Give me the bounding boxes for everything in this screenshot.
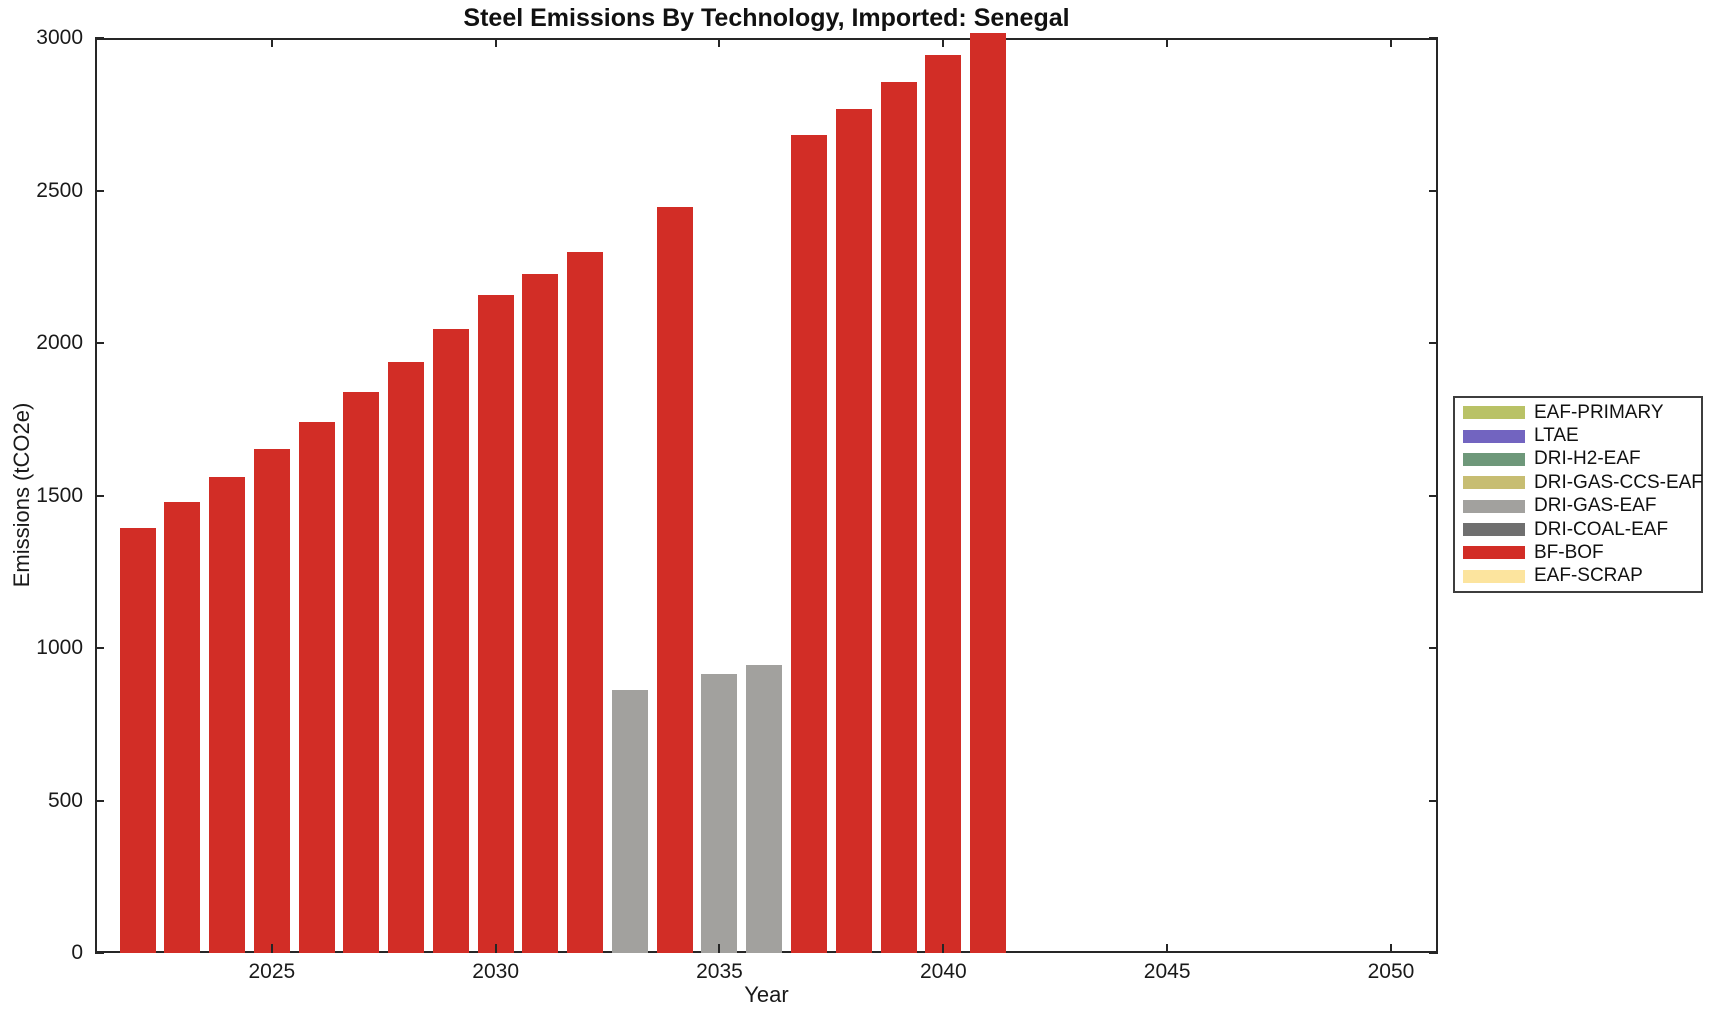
y-tick-1500-right xyxy=(1429,494,1438,497)
x-tick-label-2025: 2025 xyxy=(248,960,296,983)
y-tick-0 xyxy=(95,952,104,954)
x-tick-2035-top xyxy=(718,38,721,47)
legend-label-dri-coal-eaf: DRI-COAL-EAF xyxy=(1534,518,1669,540)
y-tick-500-right xyxy=(1429,799,1438,802)
y-tick-2000 xyxy=(95,342,104,344)
x-tick-label-2030: 2030 xyxy=(472,960,520,983)
bar-2033-dri-gas-eaf xyxy=(611,690,648,953)
y-tick-1500 xyxy=(95,494,104,497)
bar-2030-bf-bof xyxy=(477,295,514,953)
y-tick-2500 xyxy=(95,189,104,192)
bar-2024-bf-bof xyxy=(209,476,246,953)
y-tick-2000-right xyxy=(1429,342,1438,344)
legend: EAF-PRIMARY LTAE DRI-H2-EAF DRI-GAS-CCS-EAF… xyxy=(1453,396,1703,593)
bar-2039-bf-bof xyxy=(880,82,917,953)
y-tick-1000 xyxy=(95,647,104,649)
legend-swatch-dri-coal-eaf xyxy=(1463,523,1525,537)
x-tick-2025-top xyxy=(270,38,273,47)
legend-swatch-dri-h2-eaf xyxy=(1463,452,1525,466)
x-tick-2045-top xyxy=(1166,38,1169,47)
legend-label-dri-h2-eaf: DRI-H2-EAF xyxy=(1534,448,1641,470)
x-tick-2040-top xyxy=(942,38,945,47)
x-tick-2035 xyxy=(718,944,721,953)
legend-item-dri-gas-ccs-eaf: DRI-GAS-CCS-EAF xyxy=(1455,471,1703,494)
y-tick-0-right xyxy=(1429,952,1438,954)
legend-swatch-dri-gas-ccs-eaf xyxy=(1463,476,1525,490)
x-tick-2050 xyxy=(1389,944,1392,953)
y-tick-label-1000: 1000 xyxy=(36,636,83,659)
legend-item-dri-coal-eaf: DRI-COAL-EAF xyxy=(1455,519,1701,541)
x-tick-2030 xyxy=(494,944,497,953)
legend-label-ltae: LTAE xyxy=(1534,425,1579,447)
bar-2032-bf-bof xyxy=(567,252,604,953)
bar-2022-bf-bof xyxy=(119,527,156,953)
bar-2034-bf-bof xyxy=(656,207,693,953)
bar-2023-bf-bof xyxy=(164,502,201,953)
bar-2028-bf-bof xyxy=(388,361,425,953)
y-tick-2500-right xyxy=(1429,189,1438,192)
bar-2025-bf-bof xyxy=(253,449,290,953)
legend-item-ltae: LTAE xyxy=(1455,425,1701,447)
y-tick-3000 xyxy=(95,37,104,39)
bar-2041-bf-bof xyxy=(970,33,1007,953)
y-tick-label-2000: 2000 xyxy=(36,331,83,354)
legend-label-dri-gas-eaf: DRI-GAS-EAF xyxy=(1534,495,1657,517)
x-tick-2030-top xyxy=(494,38,497,47)
y-tick-3000-right xyxy=(1429,37,1438,39)
y-tick-1000-right xyxy=(1429,647,1438,649)
x-tick-label-2050: 2050 xyxy=(1367,960,1415,983)
legend-label-bf-bof: BF-BOF xyxy=(1534,541,1604,563)
bar-2031-bf-bof xyxy=(522,274,559,953)
legend-swatch-eaf-primary xyxy=(1463,406,1525,420)
legend-label-dri-gas-ccs-eaf: DRI-GAS-CCS-EAF xyxy=(1534,471,1703,493)
bar-2037-bf-bof xyxy=(791,134,828,953)
legend-item-dri-h2-eaf: DRI-H2-EAF xyxy=(1455,448,1701,470)
legend-swatch-ltae xyxy=(1463,429,1525,443)
bar-2035-dri-gas-eaf xyxy=(701,674,738,953)
legend-swatch-eaf-scrap xyxy=(1463,569,1525,583)
x-tick-label-2040: 2040 xyxy=(919,960,967,983)
bar-2040-bf-bof xyxy=(925,54,962,953)
x-tick-2025 xyxy=(270,944,273,953)
legend-swatch-dri-gas-eaf xyxy=(1463,499,1525,513)
x-tick-2045 xyxy=(1166,944,1169,953)
legend-item-eaf-scrap: EAF-SCRAP xyxy=(1455,565,1701,587)
x-tick-label-2045: 2045 xyxy=(1143,960,1191,983)
y-tick-label-500: 500 xyxy=(47,788,83,812)
plot-area xyxy=(95,33,1438,954)
y-tick-label-0: 0 xyxy=(71,941,83,964)
bar-2027-bf-bof xyxy=(343,392,380,953)
y-tick-label-1500: 1500 xyxy=(36,483,83,507)
legend-item-bf-bof: BF-BOF xyxy=(1455,542,1701,564)
y-tick-500 xyxy=(95,799,104,802)
chart-title: Steel Emissions By Technology, Imported:… xyxy=(463,4,1070,32)
x-axis-label: Year xyxy=(744,982,789,1007)
legend-swatch-bf-bof xyxy=(1463,546,1525,560)
bar-2038-bf-bof xyxy=(835,108,872,953)
x-tick-label-2035: 2035 xyxy=(696,960,743,983)
x-tick-2040 xyxy=(942,944,945,953)
y-tick-label-2500: 2500 xyxy=(36,178,83,202)
bar-2029-bf-bof xyxy=(432,329,469,953)
x-tick-2050-top xyxy=(1389,38,1392,47)
legend-item-dri-gas-eaf: DRI-GAS-EAF xyxy=(1455,495,1701,517)
bar-2036-dri-gas-eaf xyxy=(746,665,783,953)
legend-label-eaf-primary: EAF-PRIMARY xyxy=(1534,401,1664,423)
legend-item-eaf-primary: EAF-PRIMARY xyxy=(1455,402,1701,424)
y-tick-label-3000: 3000 xyxy=(36,26,83,49)
legend-label-eaf-scrap: EAF-SCRAP xyxy=(1534,565,1643,587)
bar-2026-bf-bof xyxy=(298,421,335,953)
